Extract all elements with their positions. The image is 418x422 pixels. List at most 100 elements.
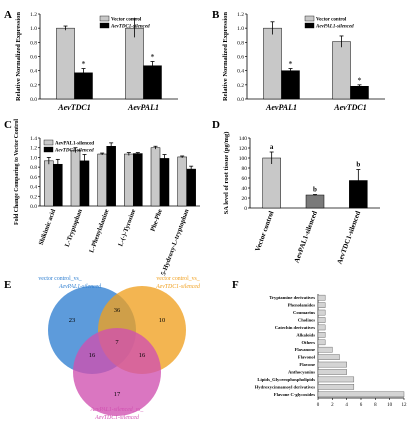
bar bbox=[124, 153, 134, 207]
y-tick-label: 0.0 bbox=[30, 97, 37, 103]
x-tick-label: 6 bbox=[360, 403, 363, 408]
category-label: Phe-Phe bbox=[149, 208, 164, 232]
significance-mark: * bbox=[82, 60, 86, 69]
bar bbox=[317, 346, 333, 353]
significance-mark: * bbox=[151, 52, 155, 61]
bar bbox=[125, 27, 144, 100]
bar bbox=[281, 70, 300, 100]
x-tick-label: 12 bbox=[402, 403, 408, 408]
category-label: Cholines bbox=[298, 317, 315, 322]
y-tick-label: 0.2 bbox=[237, 83, 244, 89]
y-tick-label: 1.0 bbox=[30, 26, 37, 32]
category-label: Phenolamides bbox=[288, 303, 316, 308]
y-tick-label: 140 bbox=[239, 136, 248, 142]
bar bbox=[317, 309, 326, 316]
category-label: L-Phenylalanine bbox=[88, 208, 110, 254]
panel-f-letter: F bbox=[232, 279, 239, 291]
bar bbox=[56, 27, 75, 100]
bar bbox=[44, 160, 54, 207]
y-tick-label: 1.2 bbox=[237, 12, 244, 18]
bar bbox=[317, 354, 340, 360]
category-label: Flavanone bbox=[295, 347, 315, 352]
y-axis-label: Relative Normalized Expression bbox=[222, 12, 229, 101]
x-tick-label: 0 bbox=[317, 403, 320, 408]
bar bbox=[133, 153, 143, 207]
significance-mark: * bbox=[358, 76, 362, 85]
bar bbox=[317, 391, 405, 398]
legend-label: Vector control bbox=[111, 18, 142, 23]
legend-swatch bbox=[99, 22, 110, 29]
bar bbox=[177, 156, 187, 207]
y-axis-label: Relative Normalized Expression bbox=[15, 12, 22, 101]
legend-swatch bbox=[99, 15, 110, 22]
bar bbox=[53, 163, 63, 207]
bar bbox=[97, 153, 107, 207]
panel-c-letter: C bbox=[4, 119, 12, 131]
legend-label: Vector control bbox=[316, 18, 347, 23]
venn-count-only-a: 23 bbox=[69, 317, 76, 324]
panel-b-chart: 0.0 0.2 0.4 0.6 0.8 1.0 1.2 Relative Normalized… bbox=[222, 12, 385, 112]
bar bbox=[350, 86, 369, 100]
legend-label: AevTDC1-silenced bbox=[54, 149, 94, 154]
category-label: Flavone C-glycosides bbox=[274, 392, 315, 397]
bar bbox=[332, 41, 351, 100]
venn-count-bc: 16 bbox=[139, 352, 146, 359]
bar bbox=[150, 147, 161, 207]
y-tick-label: 1.0 bbox=[30, 155, 37, 161]
legend-swatch bbox=[304, 22, 315, 29]
bar bbox=[317, 384, 355, 390]
y-tick-label: 0.2 bbox=[30, 194, 37, 200]
category-label: AevPAL1 bbox=[265, 103, 297, 112]
panel-d-letter: D bbox=[212, 119, 220, 131]
category-label: AevTDC1 bbox=[57, 103, 90, 112]
bar bbox=[106, 146, 116, 207]
y-tick-label: 0.4 bbox=[237, 69, 244, 75]
category-label: AevPAL1 bbox=[127, 103, 159, 112]
category-label: Hydroxycinnamoyl derivatives bbox=[255, 384, 315, 389]
y-tick-label: 20 bbox=[242, 196, 248, 202]
category-label: Tryptamine derivatives bbox=[269, 295, 315, 300]
category-label: Flavone bbox=[299, 362, 315, 367]
bar bbox=[317, 369, 347, 375]
y-tick-label: 0 bbox=[244, 206, 247, 212]
bar bbox=[317, 294, 326, 301]
venn-label-c-line1: AevPAL1-silenced_vs_ bbox=[90, 407, 144, 413]
y-tick-label: 0.8 bbox=[30, 40, 37, 46]
venn-label-c-line2: AevTDC1-silenced bbox=[94, 415, 139, 421]
bar bbox=[186, 168, 196, 207]
bar bbox=[70, 149, 81, 207]
venn-count-ac: 16 bbox=[89, 352, 96, 359]
venn-count-ab: 36 bbox=[114, 307, 121, 314]
legend-swatch bbox=[304, 15, 315, 22]
bar bbox=[159, 158, 170, 207]
y-tick-label: 0.0 bbox=[30, 204, 37, 210]
panel-f-chart: 0 2 4 6 8 10 12 Tryptamine derivatives Phenolami… bbox=[255, 294, 407, 408]
venn-label-a-line1: vector control_vs_ bbox=[38, 276, 81, 282]
category-label: Alkaloids bbox=[296, 332, 315, 337]
category-label: AevTDC1-silenced bbox=[336, 210, 363, 265]
category-label: Catechin derivatives bbox=[275, 325, 315, 330]
category-label: L-Tryptophan bbox=[64, 208, 84, 248]
category-label: Vector control bbox=[254, 210, 276, 253]
panel-b-letter: B bbox=[212, 9, 220, 21]
legend-swatch bbox=[43, 146, 54, 153]
category-label: Coumarins bbox=[293, 310, 315, 315]
venn-label-b-line1: vector control_vs_ bbox=[156, 276, 199, 282]
panel-e-venn: 23 10 17 36 16 16 7 vector control_vs_ AevPAL1-s… bbox=[38, 276, 200, 421]
legend-swatch bbox=[43, 139, 54, 146]
significance-mark: * bbox=[289, 60, 293, 69]
y-axis-label: SA level of root tissue (pg/mg) bbox=[223, 132, 230, 215]
y-tick-label: 0.8 bbox=[237, 40, 244, 46]
x-tick-label: 2 bbox=[331, 403, 334, 408]
y-tick-label: 0.4 bbox=[30, 69, 37, 75]
y-tick-label: 60 bbox=[242, 176, 248, 182]
y-tick-label: 0.6 bbox=[237, 55, 244, 61]
category-label: Anthocyanins bbox=[288, 369, 315, 374]
y-tick-label: 0.6 bbox=[30, 55, 37, 61]
y-tick-label: 80 bbox=[242, 166, 248, 172]
category-label: Others bbox=[301, 340, 315, 345]
venn-count-only-b: 10 bbox=[159, 317, 166, 324]
bar bbox=[262, 157, 281, 209]
venn-count-abc: 7 bbox=[115, 339, 119, 346]
significance-letter: a bbox=[270, 143, 274, 151]
